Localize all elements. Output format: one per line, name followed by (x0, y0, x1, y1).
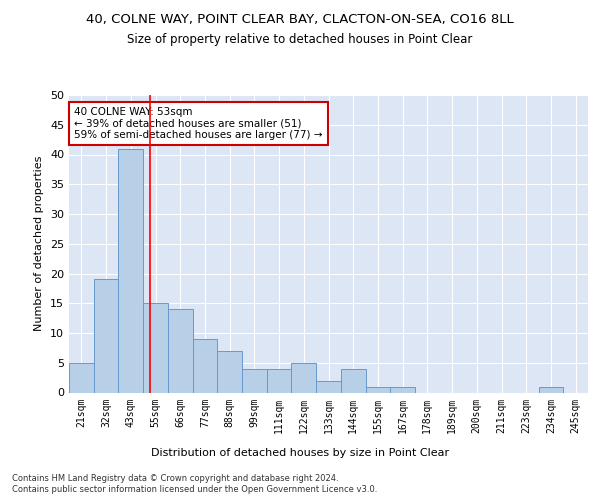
Y-axis label: Number of detached properties: Number of detached properties (34, 156, 44, 332)
Bar (69, 363, 94, 392)
Bar (217, 351, 242, 393)
Bar (168, 309, 193, 392)
Text: 40, COLNE WAY, POINT CLEAR BAY, CLACTON-ON-SEA, CO16 8LL: 40, COLNE WAY, POINT CLEAR BAY, CLACTON-… (86, 12, 514, 26)
Bar (365, 386, 390, 392)
Text: Contains public sector information licensed under the Open Government Licence v3: Contains public sector information licen… (12, 485, 377, 494)
Bar (292, 363, 316, 392)
Bar (316, 380, 341, 392)
Bar (143, 303, 168, 392)
Bar (94, 280, 118, 392)
Text: Contains HM Land Registry data © Crown copyright and database right 2024.: Contains HM Land Registry data © Crown c… (12, 474, 338, 483)
Bar (242, 368, 267, 392)
Bar (267, 368, 292, 392)
Bar (193, 339, 217, 392)
Bar (341, 368, 365, 392)
Bar (118, 148, 143, 392)
Text: 40 COLNE WAY: 53sqm
← 39% of detached houses are smaller (51)
59% of semi-detach: 40 COLNE WAY: 53sqm ← 39% of detached ho… (74, 107, 323, 140)
Text: Size of property relative to detached houses in Point Clear: Size of property relative to detached ho… (127, 32, 473, 46)
Bar (539, 386, 563, 392)
Bar (390, 386, 415, 392)
Text: Distribution of detached houses by size in Point Clear: Distribution of detached houses by size … (151, 448, 449, 458)
